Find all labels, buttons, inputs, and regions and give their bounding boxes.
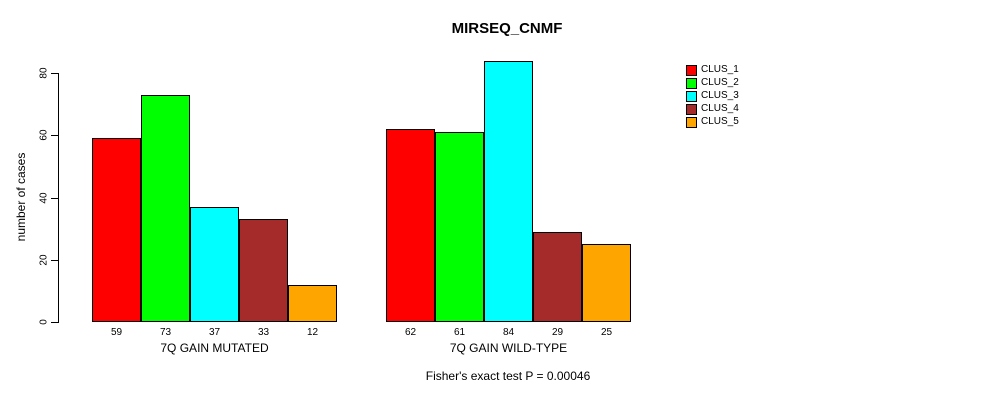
chart-title: MIRSEQ_CNMF (451, 20, 563, 37)
bar-value-label: 37 (208, 327, 221, 338)
bar-clus_2 (435, 132, 484, 322)
x-category-label: 7Q GAIN MUTATED (160, 341, 269, 355)
bar-clus_4 (239, 219, 288, 322)
legend-swatch (686, 78, 697, 89)
bar-clus_1 (386, 129, 435, 322)
legend-swatch (686, 65, 697, 76)
bar-value-label: 62 (404, 327, 417, 338)
bar-value-label: 25 (600, 327, 613, 338)
legend-swatch (686, 117, 697, 128)
bar-value-label: 29 (551, 327, 564, 338)
bar-clus_3 (484, 61, 533, 322)
y-axis-title: number of cases (14, 152, 28, 242)
bar-value-label: 33 (257, 327, 270, 338)
y-tick-label: 40 (38, 192, 50, 204)
x-category-label: 7Q GAIN WILD-TYPE (449, 341, 568, 355)
bar-value-label: 59 (110, 327, 123, 338)
legend-label: CLUS_3 (701, 90, 739, 101)
legend-swatch (686, 91, 697, 102)
bar-value-label: 12 (306, 327, 319, 338)
y-tick-label: 60 (38, 129, 50, 141)
bar-value-label: 73 (159, 327, 172, 338)
y-tick (51, 198, 58, 199)
y-tick (51, 260, 58, 261)
y-tick-label: 20 (38, 254, 50, 266)
legend-label: CLUS_5 (701, 116, 739, 127)
y-tick (51, 135, 58, 136)
legend-label: CLUS_1 (701, 64, 739, 75)
y-tick-label: 80 (38, 67, 50, 79)
bar-clus_4 (533, 232, 582, 322)
legend-label: CLUS_4 (701, 103, 739, 114)
y-axis-line (58, 73, 59, 323)
footnote-annotation: Fisher's exact test P = 0.00046 (425, 369, 591, 383)
bar-value-label: 84 (502, 327, 515, 338)
bar-clus_3 (190, 207, 239, 322)
bar-clus_5 (582, 244, 631, 322)
y-tick-label: 0 (38, 319, 50, 325)
legend-label: CLUS_2 (701, 77, 739, 88)
legend-swatch (686, 104, 697, 115)
y-tick (51, 73, 58, 74)
bar-clus_1 (92, 138, 141, 322)
bar-value-label: 61 (453, 327, 466, 338)
bar-clus_5 (288, 285, 337, 322)
y-tick (51, 322, 58, 323)
bar-clus_2 (141, 95, 190, 322)
